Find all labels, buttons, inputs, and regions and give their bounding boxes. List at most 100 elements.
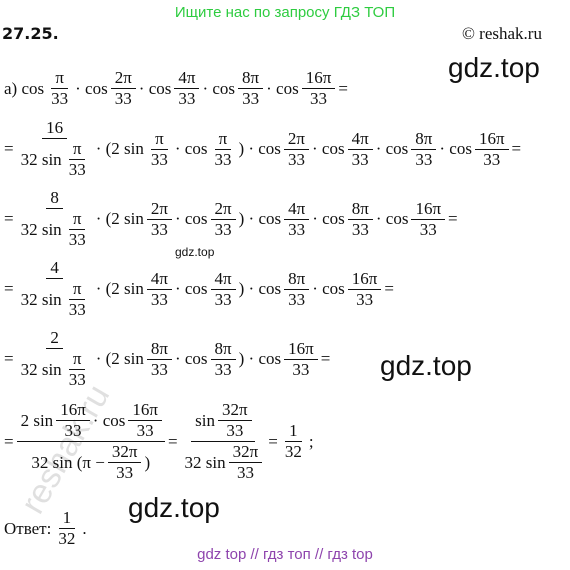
denominator: 33 bbox=[65, 300, 90, 320]
denominator: 33 bbox=[479, 150, 504, 170]
denominator: 33 bbox=[147, 360, 172, 380]
numerator: π bbox=[68, 139, 86, 160]
math-group: 32 sin (π −32π 33) bbox=[29, 442, 152, 483]
denominator: 33 bbox=[147, 220, 172, 240]
fraction: 8π 33 bbox=[238, 68, 264, 109]
denominator: 33 bbox=[288, 360, 313, 380]
math-text: ) · cos bbox=[238, 139, 281, 158]
math-text: 32 bbox=[58, 529, 76, 548]
fraction: 16π 33 bbox=[347, 268, 382, 310]
math-text: 33 bbox=[226, 421, 244, 440]
numerator: 16π bbox=[128, 400, 162, 421]
math-text: 33 bbox=[68, 160, 86, 179]
denominator: 33 bbox=[284, 150, 309, 170]
denominator: 32 sin 32π 33 bbox=[181, 442, 266, 483]
math-text: = bbox=[4, 209, 14, 228]
math-text: · (2 sin bbox=[95, 349, 144, 368]
fraction: 16π 33 bbox=[284, 339, 318, 380]
math-text: 16π bbox=[288, 338, 314, 358]
math-text: · (2 sin bbox=[95, 279, 144, 298]
math-text: 33 bbox=[483, 149, 501, 169]
math-line: = 4 32 sin π 33 · (2 sin 4π 33 · cos 4π 33) · cos 8… bbox=[2, 258, 396, 320]
numerator: 8π bbox=[210, 339, 236, 360]
math-text: 33 bbox=[310, 89, 328, 108]
numerator: π bbox=[214, 128, 232, 150]
denominator: 32 sin π 33 bbox=[17, 349, 93, 390]
watermark: gdz.top bbox=[448, 52, 540, 83]
fraction: 8π 33 bbox=[347, 199, 373, 240]
math-text: 16π bbox=[478, 128, 505, 148]
math-text: 16π bbox=[415, 198, 442, 218]
denominator: 33 bbox=[211, 220, 236, 240]
math-text: · cos bbox=[174, 279, 208, 298]
fraction: π 33 bbox=[65, 209, 90, 250]
math-text: 1 bbox=[62, 508, 72, 527]
fraction: 1 32 bbox=[54, 508, 79, 549]
answer: Ответ: 1 32. bbox=[2, 508, 89, 549]
numerator: 32π bbox=[107, 442, 142, 463]
math-text: 4π bbox=[288, 198, 306, 218]
denominator: 33 bbox=[133, 421, 158, 441]
math-text: 8π bbox=[242, 68, 260, 87]
denominator: 32 sin π 33 bbox=[17, 279, 93, 320]
math-text: ) bbox=[144, 452, 151, 472]
math-text: 33 bbox=[288, 219, 306, 239]
numerator: 1 bbox=[58, 508, 76, 529]
math-group: 32 sin π 33 bbox=[19, 349, 91, 390]
math-text: 32π bbox=[232, 442, 259, 461]
math-text: · cos bbox=[138, 78, 172, 98]
math-text: = bbox=[384, 279, 394, 298]
fraction: 2π 33 bbox=[283, 129, 310, 170]
math-text: π bbox=[218, 128, 228, 148]
denominator: 33 bbox=[112, 463, 137, 483]
watermark: gdz.top bbox=[380, 350, 472, 381]
math-text: π bbox=[72, 349, 82, 368]
math-text: 4π bbox=[351, 128, 369, 148]
fraction: 32π 33 bbox=[228, 442, 263, 483]
fraction: 2π 33 bbox=[110, 68, 136, 109]
math-text: ) · cos bbox=[238, 279, 282, 298]
numerator: 16π bbox=[411, 198, 446, 220]
math-text: 33 bbox=[178, 89, 196, 108]
numerator: 8π bbox=[411, 128, 437, 150]
numerator: 4π bbox=[146, 268, 172, 290]
denominator: 33 bbox=[147, 150, 172, 170]
math-text: 16π bbox=[60, 400, 86, 419]
math-text: 2π bbox=[150, 198, 168, 218]
math-text: 8π bbox=[150, 338, 168, 358]
fraction: 8 32 sin π 33 bbox=[17, 188, 93, 250]
math-text: 4π bbox=[150, 268, 168, 288]
math-text: · cos bbox=[312, 139, 345, 158]
math-text: 33 bbox=[351, 219, 369, 239]
math-group: 2 sin 16π 33 · cos 16π 33 bbox=[19, 400, 163, 441]
numerator: 16π bbox=[347, 268, 382, 290]
fraction: 16π 33 bbox=[128, 400, 162, 441]
math-text: = bbox=[167, 431, 178, 451]
math-text: 33 bbox=[150, 149, 168, 169]
denominator: 33 bbox=[238, 89, 263, 109]
fraction: 32π 33 bbox=[218, 400, 252, 441]
math-text: 16π bbox=[351, 268, 378, 288]
denominator: 32 sin π 33 bbox=[17, 209, 93, 250]
numerator: π bbox=[68, 279, 86, 300]
fraction: 16π 33 bbox=[56, 400, 90, 441]
math-text: 33 bbox=[356, 289, 374, 309]
math-text: π bbox=[155, 128, 164, 148]
fraction: π 33 bbox=[65, 139, 90, 180]
copyright: © reshak.ru bbox=[462, 24, 542, 43]
math-text: 1 bbox=[289, 421, 298, 440]
math-text: · cos bbox=[312, 209, 345, 228]
math-text: 33 bbox=[292, 359, 310, 379]
numerator: 4π bbox=[210, 269, 236, 290]
denominator: 33 bbox=[65, 370, 90, 390]
numerator: 8π bbox=[238, 68, 264, 89]
math-text: = bbox=[511, 139, 522, 158]
numerator: 16π bbox=[284, 339, 318, 360]
math-text: π bbox=[72, 279, 82, 298]
fraction: 16π 33 bbox=[301, 68, 336, 109]
math-text: 33 bbox=[51, 89, 69, 108]
math-group: 32 sin 32π 33 bbox=[183, 442, 264, 483]
math-text: 8π bbox=[415, 128, 433, 148]
math-text: 33 bbox=[351, 149, 369, 169]
fraction: π 33 bbox=[147, 129, 172, 170]
